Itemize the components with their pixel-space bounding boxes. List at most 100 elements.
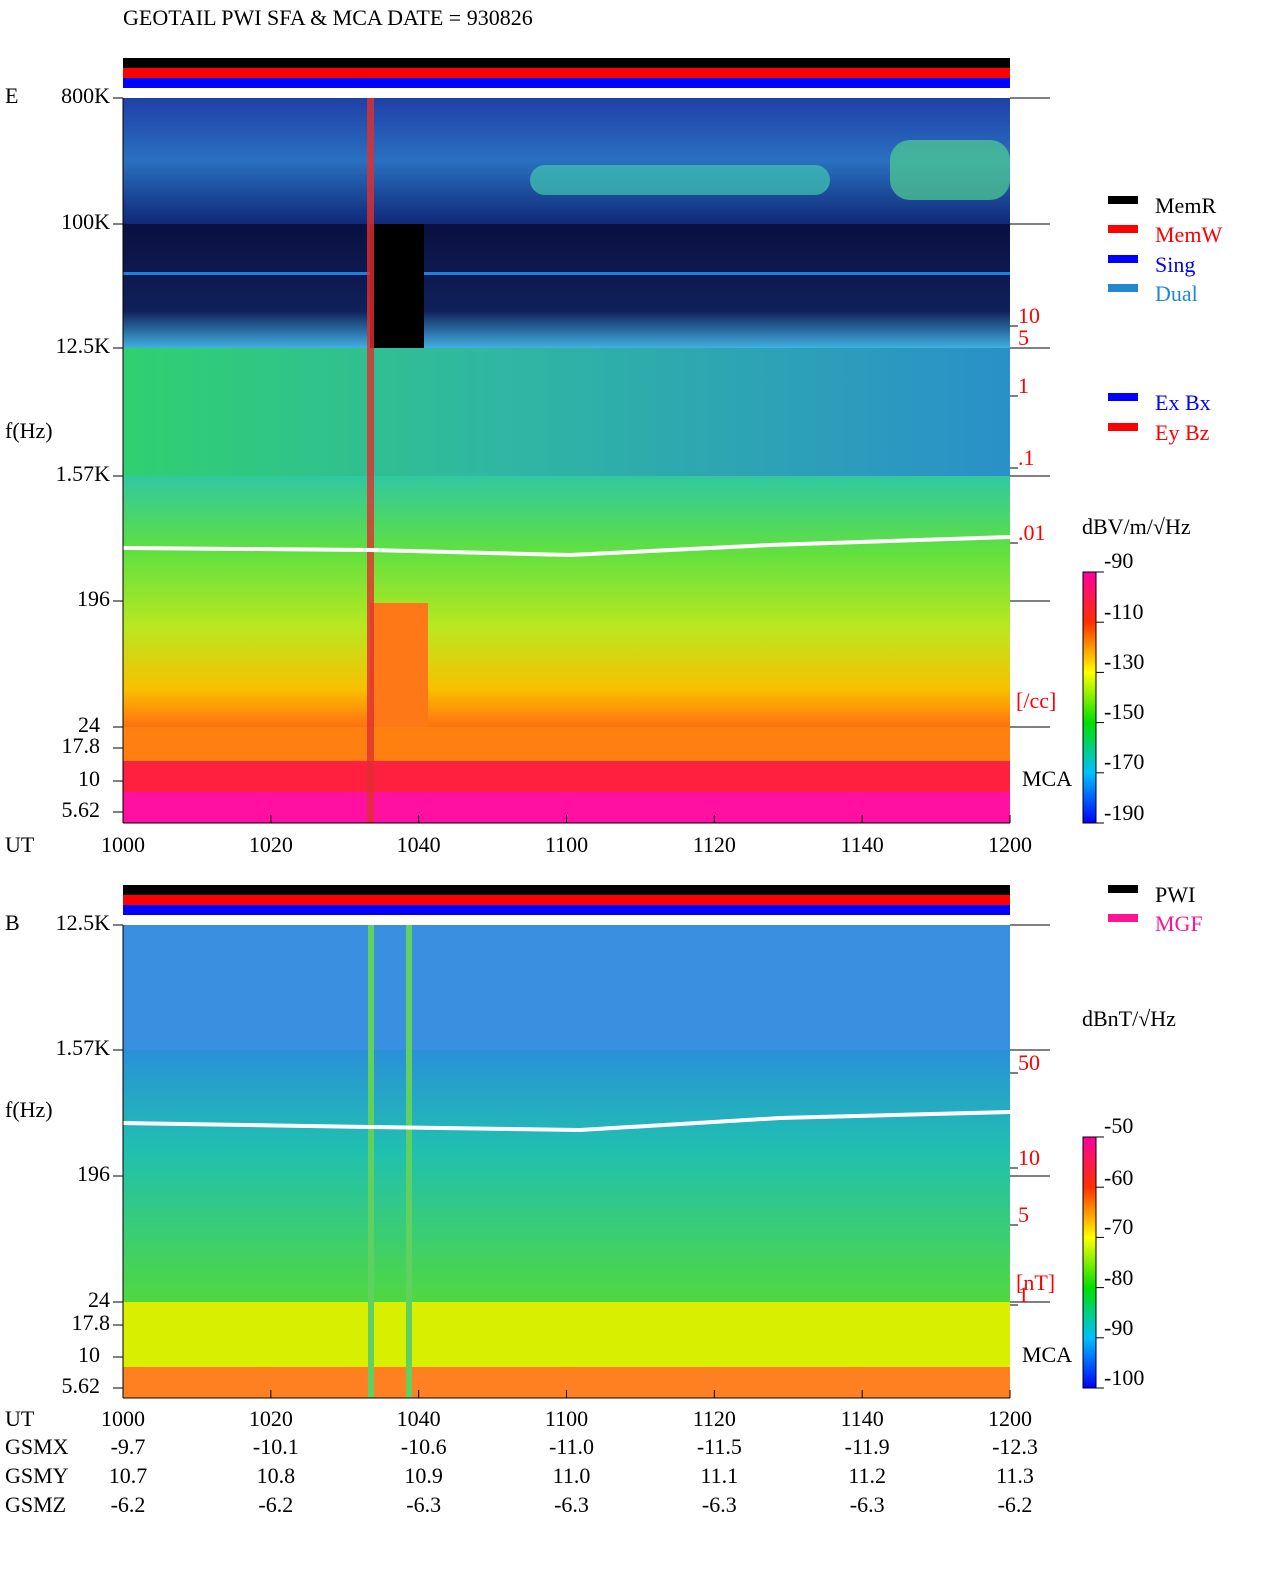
legend-label: Ex Bx: [1155, 390, 1211, 415]
legend-label: MemW: [1155, 222, 1222, 247]
y-tick-label: 800K: [61, 83, 110, 108]
colorbar-label: dBnT/√Hz: [1082, 1006, 1176, 1031]
x-tick-label: 1200: [988, 1406, 1032, 1431]
orbit-value: -6.2: [998, 1492, 1033, 1517]
colorbar-tick-label: -90: [1104, 548, 1133, 573]
density-tick-label: .01: [1018, 520, 1046, 545]
y-tick-label: 12.5K: [56, 333, 111, 358]
colorbar-tick-label: -80: [1104, 1265, 1133, 1290]
colorbar-label: dBV/m/√Hz: [1082, 514, 1191, 539]
mca-label: MCA: [1022, 766, 1072, 791]
legend-swatch: [1108, 423, 1138, 431]
x-tick-label: 1140: [841, 832, 884, 857]
orbit-value: -9.7: [111, 1434, 146, 1459]
density-tick-label: .1: [1018, 445, 1035, 470]
status-bars: [123, 58, 1010, 915]
density-tick-label: 10: [1018, 303, 1040, 328]
colorbar-tick-label: -100: [1104, 1365, 1144, 1390]
x-tick-label: 1020: [249, 1406, 293, 1431]
legend-swatch: [1108, 255, 1138, 263]
y-tick-label: 5.62: [62, 797, 101, 822]
y-tick-label: 1.57K: [56, 1035, 111, 1060]
orbit-value: -11.0: [549, 1434, 594, 1459]
orbit-value: -12.3: [992, 1434, 1038, 1459]
legend-label: Dual: [1155, 281, 1198, 306]
y-tick-label: 5.62: [62, 1373, 101, 1398]
density-tick-label: 1: [1018, 1282, 1029, 1307]
x-tick-label: 1020: [249, 832, 293, 857]
density-tick-label: 1: [1018, 373, 1029, 398]
orbit-row-name: GSMY: [5, 1463, 69, 1488]
y-tick-label: 24: [88, 1287, 110, 1312]
colorbar-e: [1082, 571, 1097, 824]
x-axis-label: UT: [5, 1406, 35, 1431]
y-tick-label: 10: [78, 1342, 100, 1367]
orbit-row-name: GSMZ: [5, 1492, 66, 1517]
x-tick-label: 1200: [988, 832, 1032, 857]
colorbar-tick-label: -70: [1104, 1214, 1133, 1239]
orbit-value: -10.1: [253, 1434, 299, 1459]
y-tick-label: 12.5K: [56, 910, 111, 935]
legend-swatch: [1108, 885, 1138, 893]
title: GEOTAIL PWI SFA & MCA DATE = 930826: [123, 5, 533, 30]
density-tick-label: 5: [1018, 325, 1029, 350]
orbit-row-name: GSMX: [5, 1434, 69, 1459]
orbit-value: 11.3: [996, 1463, 1034, 1488]
x-tick-label: 1120: [693, 832, 736, 857]
colorbar-tick-label: -130: [1104, 649, 1144, 674]
orbit-value: -6.3: [554, 1492, 589, 1517]
y-tick-label: 17.8: [72, 1310, 111, 1335]
x-tick-label: 1100: [545, 1406, 588, 1431]
orbit-value: -10.6: [401, 1434, 447, 1459]
orbit-value: -6.3: [702, 1492, 737, 1517]
y-axis-label: f(Hz): [5, 1097, 53, 1122]
density-tick-label: 5: [1018, 1202, 1029, 1227]
y-tick-label: 196: [77, 586, 110, 611]
legend-label: MemR: [1155, 193, 1216, 218]
panel-label: E: [5, 83, 18, 108]
y-tick-label: 196: [77, 1161, 110, 1186]
x-tick-label: 1100: [545, 832, 588, 857]
x-tick-label: 1040: [397, 1406, 441, 1431]
panel-label: B: [5, 910, 20, 935]
colorbar-tick-label: -190: [1104, 800, 1144, 825]
spectrogram-e: [122, 98, 1011, 823]
orbit-value: -6.3: [850, 1492, 885, 1517]
orbit-value: 10.7: [109, 1463, 148, 1488]
density-unit: [/cc]: [1016, 688, 1056, 713]
mca-label: MCA: [1022, 1342, 1072, 1367]
orbit-value: 11.2: [848, 1463, 886, 1488]
orbit-value: -11.9: [845, 1434, 890, 1459]
orbit-value: 10.8: [257, 1463, 296, 1488]
colorbar-tick-label: -170: [1104, 749, 1144, 774]
legend-swatch: [1108, 284, 1138, 292]
spectrogram-b: [122, 925, 1011, 1398]
orbit-value: -6.3: [406, 1492, 441, 1517]
legend-swatch: [1108, 196, 1138, 204]
y-tick-label: 10: [78, 766, 100, 791]
x-tick-label: 1140: [841, 1406, 884, 1431]
y-tick-label: 24: [78, 712, 100, 737]
legend-label: Ey Bz: [1155, 420, 1210, 445]
colorbar-tick-label: -50: [1104, 1113, 1133, 1138]
x-tick-label: 1040: [397, 832, 441, 857]
colorbar-tick-label: -60: [1104, 1165, 1133, 1190]
x-axis-label: UT: [5, 832, 35, 857]
orbit-value: -6.2: [111, 1492, 146, 1517]
orbit-value: 11.1: [700, 1463, 738, 1488]
legend-label: Sing: [1155, 252, 1195, 277]
orbit-value: 11.0: [553, 1463, 591, 1488]
orbit-value: 10.9: [404, 1463, 443, 1488]
density-tick-label: 50: [1018, 1050, 1040, 1075]
x-tick-label: 1000: [101, 1406, 145, 1431]
orbit-value: -11.5: [697, 1434, 742, 1459]
colorbar-tick-label: -90: [1104, 1315, 1133, 1340]
y-tick-label: 1.57K: [56, 461, 111, 486]
density-unit: [nT]: [1016, 1270, 1055, 1295]
y-axis-label: f(Hz): [5, 418, 53, 443]
density-tick-label: 10: [1018, 1145, 1040, 1170]
legend-swatch: [1108, 393, 1138, 401]
y-tick-label: 17.8: [62, 733, 101, 758]
